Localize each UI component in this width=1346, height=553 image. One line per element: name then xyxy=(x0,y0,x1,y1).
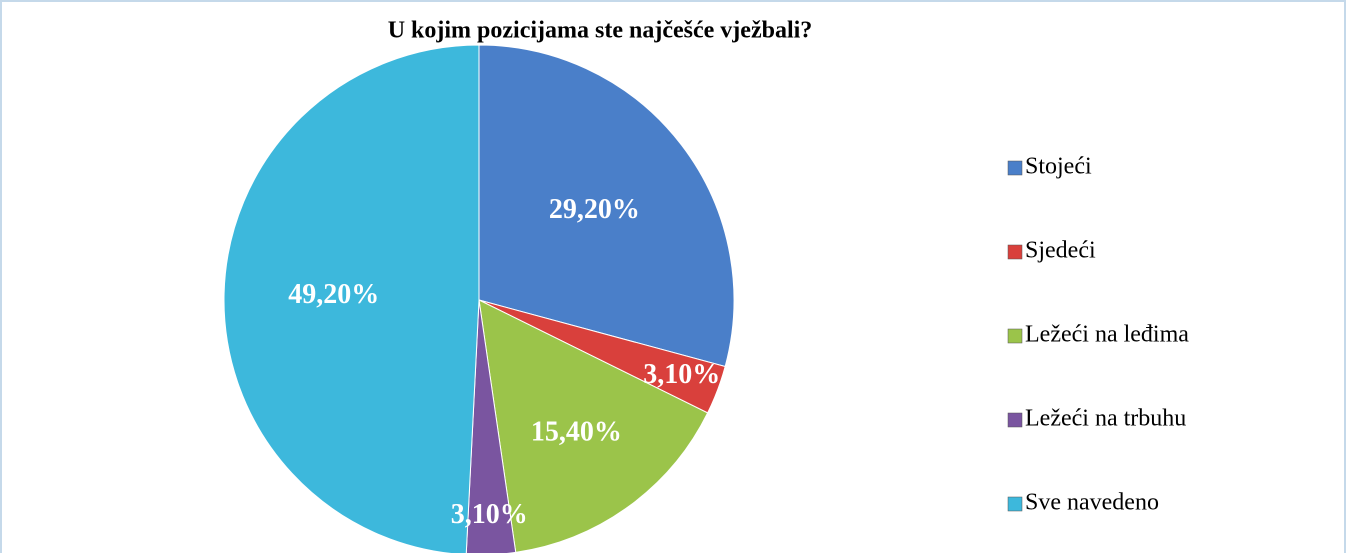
legend-label: Stojeći xyxy=(1025,154,1092,180)
legend-swatch xyxy=(1007,244,1023,260)
legend-label: Ležeći na trbuhu xyxy=(1025,406,1186,432)
pie-slice xyxy=(478,299,709,553)
legend-swatch xyxy=(1007,412,1023,428)
data-label: 3,10% xyxy=(451,499,528,530)
pie-slice xyxy=(223,44,480,553)
pie-slice xyxy=(465,299,517,553)
legend-label: Sve navedeno xyxy=(1025,490,1159,516)
pie-slice xyxy=(478,44,735,368)
legend-swatch xyxy=(1007,328,1023,344)
data-label: 15,40% xyxy=(531,417,622,448)
legend-swatch xyxy=(1007,160,1023,176)
data-label: 49,20% xyxy=(288,279,379,310)
legend-swatch xyxy=(1007,496,1023,512)
chart-title: U kojim pozicijama ste najčešće vježbali… xyxy=(388,18,813,44)
data-label: 29,20% xyxy=(549,194,640,225)
legend-label: Sjedeći xyxy=(1025,238,1096,264)
data-label: 3,10% xyxy=(643,359,720,390)
legend-label: Ležeći na leđima xyxy=(1025,322,1189,348)
